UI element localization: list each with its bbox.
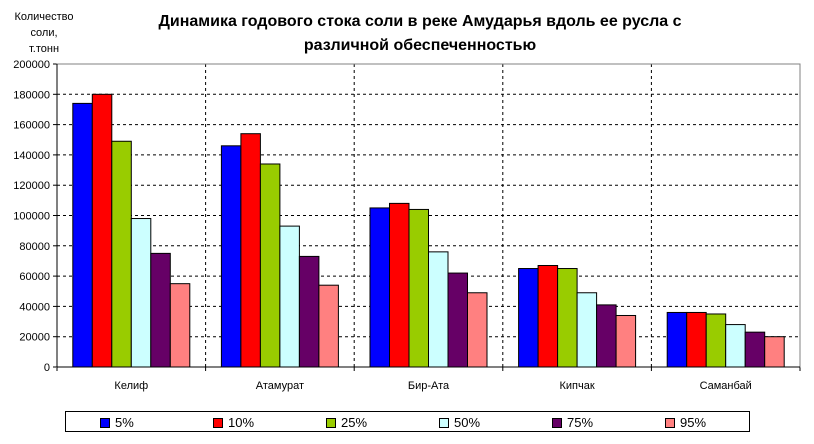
y-axis-title: Количество соли, т.тонн: [6, 9, 82, 57]
bar: [279, 225, 300, 368]
bar: [725, 324, 746, 368]
bar: [259, 163, 281, 368]
bar: [240, 133, 261, 368]
bar: [744, 331, 766, 368]
bar: [467, 292, 488, 368]
legend-item: 25%: [326, 416, 367, 429]
bar: [91, 93, 113, 368]
legend-item: 5%: [100, 416, 134, 429]
x-tick-label: Кипчак: [560, 380, 595, 392]
bar: [72, 102, 93, 368]
y-axis-title-line-2: т.тонн: [28, 43, 60, 55]
bar: [557, 268, 578, 368]
bar: [220, 145, 242, 368]
bar: [130, 218, 152, 368]
bar: [666, 311, 688, 368]
legend-item: 50%: [439, 416, 480, 429]
bar: [537, 264, 559, 368]
chart-title-line-2: различной обеспеченностью: [303, 37, 537, 54]
legend-swatch: [439, 417, 449, 428]
bar: [408, 208, 429, 368]
bar: [686, 311, 707, 368]
y-tick-label: 140000: [13, 150, 50, 162]
y-tick-label: 40000: [19, 301, 50, 313]
y-tick-label: 160000: [13, 120, 50, 132]
bar: [615, 314, 637, 368]
legend-swatch: [326, 417, 336, 428]
bar-chart: 0 20000 40000 60000 80000 100000 120000 140000 1…: [13, 59, 801, 392]
y-tick-label: 180000: [13, 89, 50, 101]
bar: [447, 272, 468, 368]
bar: [705, 313, 727, 368]
y-tick-label: 0: [44, 362, 50, 374]
y-axis-title-line-1: Количество соли,: [14, 11, 74, 39]
legend-swatch: [100, 417, 110, 428]
x-tick-label: Бир-Ата: [408, 380, 450, 392]
legend-label: 50%: [454, 415, 481, 430]
x-tick-label: Келиф: [114, 380, 148, 392]
y-tick-label: 20000: [19, 332, 50, 344]
legend-swatch: [665, 417, 675, 428]
bar: [389, 202, 410, 368]
x-tick-label: Атамурат: [256, 380, 304, 392]
legend-swatch: [213, 417, 223, 428]
legend-item: 95%: [665, 416, 706, 429]
legend-label: 75%: [567, 415, 594, 430]
y-tick-label: 120000: [13, 180, 50, 192]
chart-title: Динамика годового стока соли в реке Амуд…: [140, 10, 700, 58]
bar: [169, 283, 191, 368]
x-tick-label: Саманбай: [700, 380, 752, 392]
y-tick-label: 60000: [19, 271, 50, 283]
legend-label: 25%: [341, 415, 368, 430]
legend-item: 75%: [552, 416, 593, 429]
legend-item: 10%: [213, 416, 254, 429]
legend-label: 5%: [115, 415, 134, 430]
bar: [318, 284, 339, 368]
y-tick-label: 100000: [13, 211, 50, 223]
legend-label: 95%: [680, 415, 707, 430]
bar: [150, 252, 171, 368]
chart-title-line-1: Динамика годового стока соли в реке Амуд…: [158, 13, 682, 30]
legend-label: 10%: [228, 415, 255, 430]
y-tick-label: 80000: [19, 241, 50, 253]
bar: [596, 304, 617, 368]
legend: 5% 10% 25% 50% 75% 95%: [65, 411, 750, 432]
bar: [518, 268, 539, 368]
bar: [298, 255, 320, 368]
bar: [111, 140, 132, 368]
y-tick-label: 200000: [13, 59, 50, 71]
bar: [764, 336, 785, 368]
bar: [369, 207, 390, 368]
bar: [576, 292, 598, 368]
legend-swatch: [552, 417, 562, 428]
bar: [428, 251, 449, 368]
